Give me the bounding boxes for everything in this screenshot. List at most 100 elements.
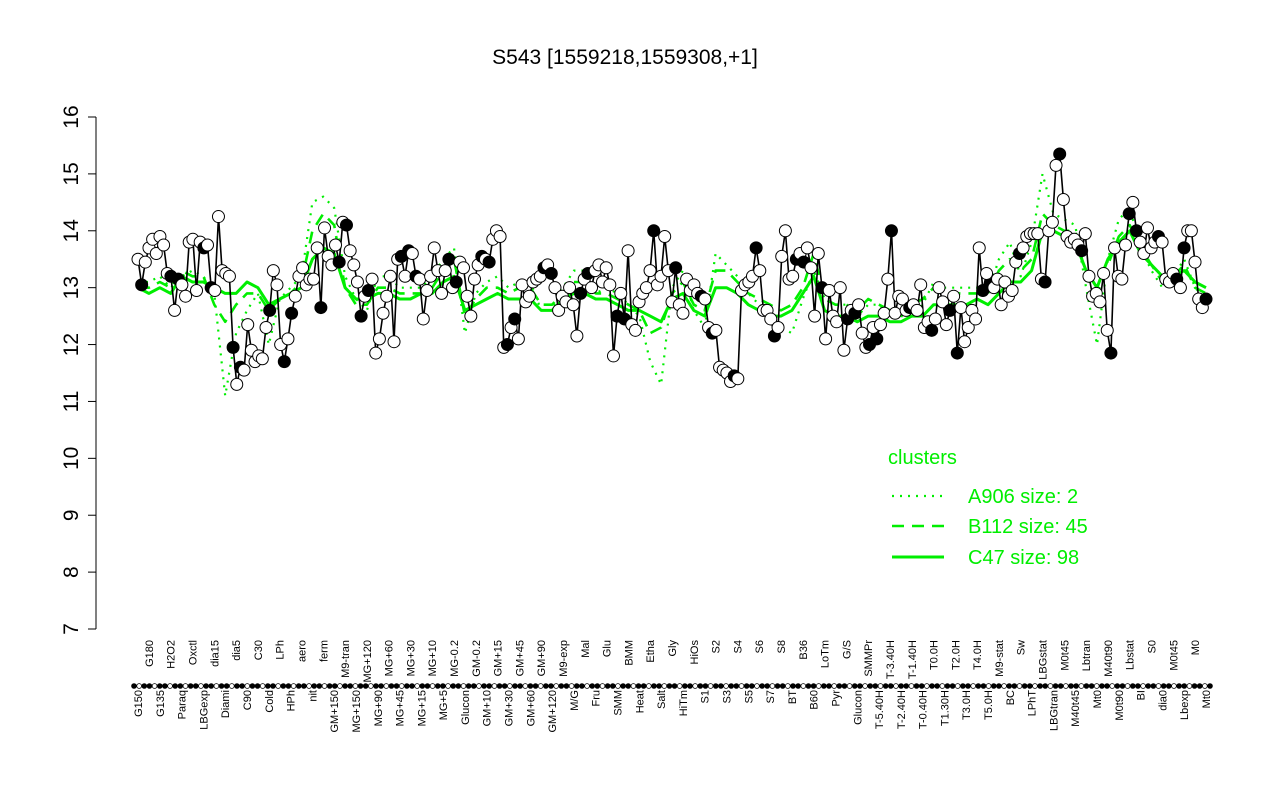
group-marker xyxy=(162,683,168,689)
group-marker xyxy=(1166,683,1172,689)
group-marker xyxy=(862,683,868,689)
x-tick-label: GM-0.2 xyxy=(471,640,483,677)
group-marker xyxy=(666,683,673,689)
x-tick-label: MG+15 xyxy=(416,690,428,726)
series-line-dashed xyxy=(138,212,1207,335)
group-marker xyxy=(790,683,796,689)
group-marker xyxy=(944,683,951,689)
group-marker xyxy=(857,683,863,689)
data-point xyxy=(442,252,456,266)
x-tick-label: Pyr xyxy=(830,690,842,707)
x-tick-label: BI xyxy=(1136,690,1148,700)
data-point xyxy=(647,224,661,238)
data-point xyxy=(420,284,434,298)
data-point xyxy=(200,238,214,252)
x-tick-label: T2.0H xyxy=(950,640,962,670)
data-point xyxy=(822,284,836,298)
group-marker xyxy=(501,683,508,689)
group-marker xyxy=(218,683,225,689)
group-marker xyxy=(687,683,693,689)
x-tick-label: C30 xyxy=(253,640,265,660)
group-marker xyxy=(1099,683,1105,689)
data-point xyxy=(354,309,368,323)
data-point xyxy=(943,303,957,317)
x-tick-label: Etha xyxy=(645,639,657,663)
x-tick-label: Lbstat xyxy=(1125,640,1137,670)
group-marker xyxy=(990,683,997,689)
data-point xyxy=(413,272,427,286)
group-marker xyxy=(877,683,884,689)
group-marker xyxy=(1124,683,1131,689)
data-point xyxy=(435,286,449,300)
group-marker xyxy=(368,683,374,689)
group-marker xyxy=(888,683,894,689)
group-marker xyxy=(301,683,307,689)
data-point xyxy=(270,278,284,292)
x-tick-label: Fru xyxy=(591,690,603,707)
x-tick-label: Gly xyxy=(667,640,679,657)
data-point xyxy=(208,284,222,298)
data-point xyxy=(998,275,1012,289)
y-tick-label: 16 xyxy=(60,105,83,128)
group-marker xyxy=(779,683,786,689)
x-tick-label: LPhT xyxy=(1027,690,1039,717)
x-tick-label: nit xyxy=(307,690,319,702)
group-marker xyxy=(1207,683,1213,689)
group-marker xyxy=(404,683,410,689)
group-marker xyxy=(743,683,750,689)
data-point xyxy=(1133,235,1147,249)
group-marker xyxy=(352,683,359,689)
group-marker xyxy=(573,683,580,689)
data-point xyxy=(749,241,763,255)
group-marker xyxy=(723,683,729,689)
group-marker xyxy=(527,683,534,689)
group-marker xyxy=(187,683,194,689)
x-tick-label: M9-exp xyxy=(558,640,570,677)
data-point xyxy=(786,269,800,283)
y-tick-label: 8 xyxy=(60,566,83,578)
data-point xyxy=(464,309,478,323)
data-point xyxy=(398,269,412,283)
x-tick-label: Heat xyxy=(634,690,646,713)
legend-entry-label: B112 size: 45 xyxy=(968,516,1088,538)
group-marker xyxy=(738,683,745,689)
x-tick-label: C90 xyxy=(242,690,254,710)
group-marker xyxy=(1042,683,1049,689)
group-marker xyxy=(903,683,910,689)
group-marker xyxy=(1027,683,1033,689)
group-marker xyxy=(326,683,333,689)
group-marker xyxy=(579,683,585,689)
y-tick-label: 13 xyxy=(60,276,83,299)
group-marker xyxy=(1135,683,1141,689)
group-marker xyxy=(1088,683,1095,689)
group-marker xyxy=(136,683,142,689)
group-marker xyxy=(470,683,477,689)
data-point xyxy=(365,272,379,286)
y-axis: 7 8 9 10 11 12 13 14 15 16 xyxy=(60,105,97,635)
group-marker xyxy=(496,683,503,689)
x-tick-label: T-5.40H xyxy=(874,690,886,729)
data-point xyxy=(149,247,163,261)
data-point xyxy=(1104,346,1118,360)
x-tick-label: MG-0.2 xyxy=(449,640,461,677)
x-tick-label: Salt xyxy=(656,690,668,709)
x-tick-label: T5.0H xyxy=(983,690,995,720)
group-marker xyxy=(846,683,853,689)
group-marker xyxy=(1186,683,1193,689)
x-tick-label: M40t45 xyxy=(1070,690,1082,727)
data-point xyxy=(277,355,291,369)
x-tick-label: S8 xyxy=(776,640,788,653)
group-marker xyxy=(290,683,297,689)
x-tick-label: GM+90 xyxy=(536,640,548,676)
group-marker xyxy=(419,683,426,689)
group-marker xyxy=(1140,683,1146,689)
group-marker xyxy=(177,683,184,689)
x-tick-label: M9-tran xyxy=(340,640,352,678)
x-tick-label: dia0 xyxy=(1157,690,1169,711)
data-point xyxy=(266,264,280,278)
data-point xyxy=(1075,244,1089,258)
group-marker xyxy=(1181,683,1188,689)
group-marker xyxy=(594,683,601,689)
group-marker xyxy=(1119,683,1126,689)
group-marker xyxy=(954,683,961,689)
